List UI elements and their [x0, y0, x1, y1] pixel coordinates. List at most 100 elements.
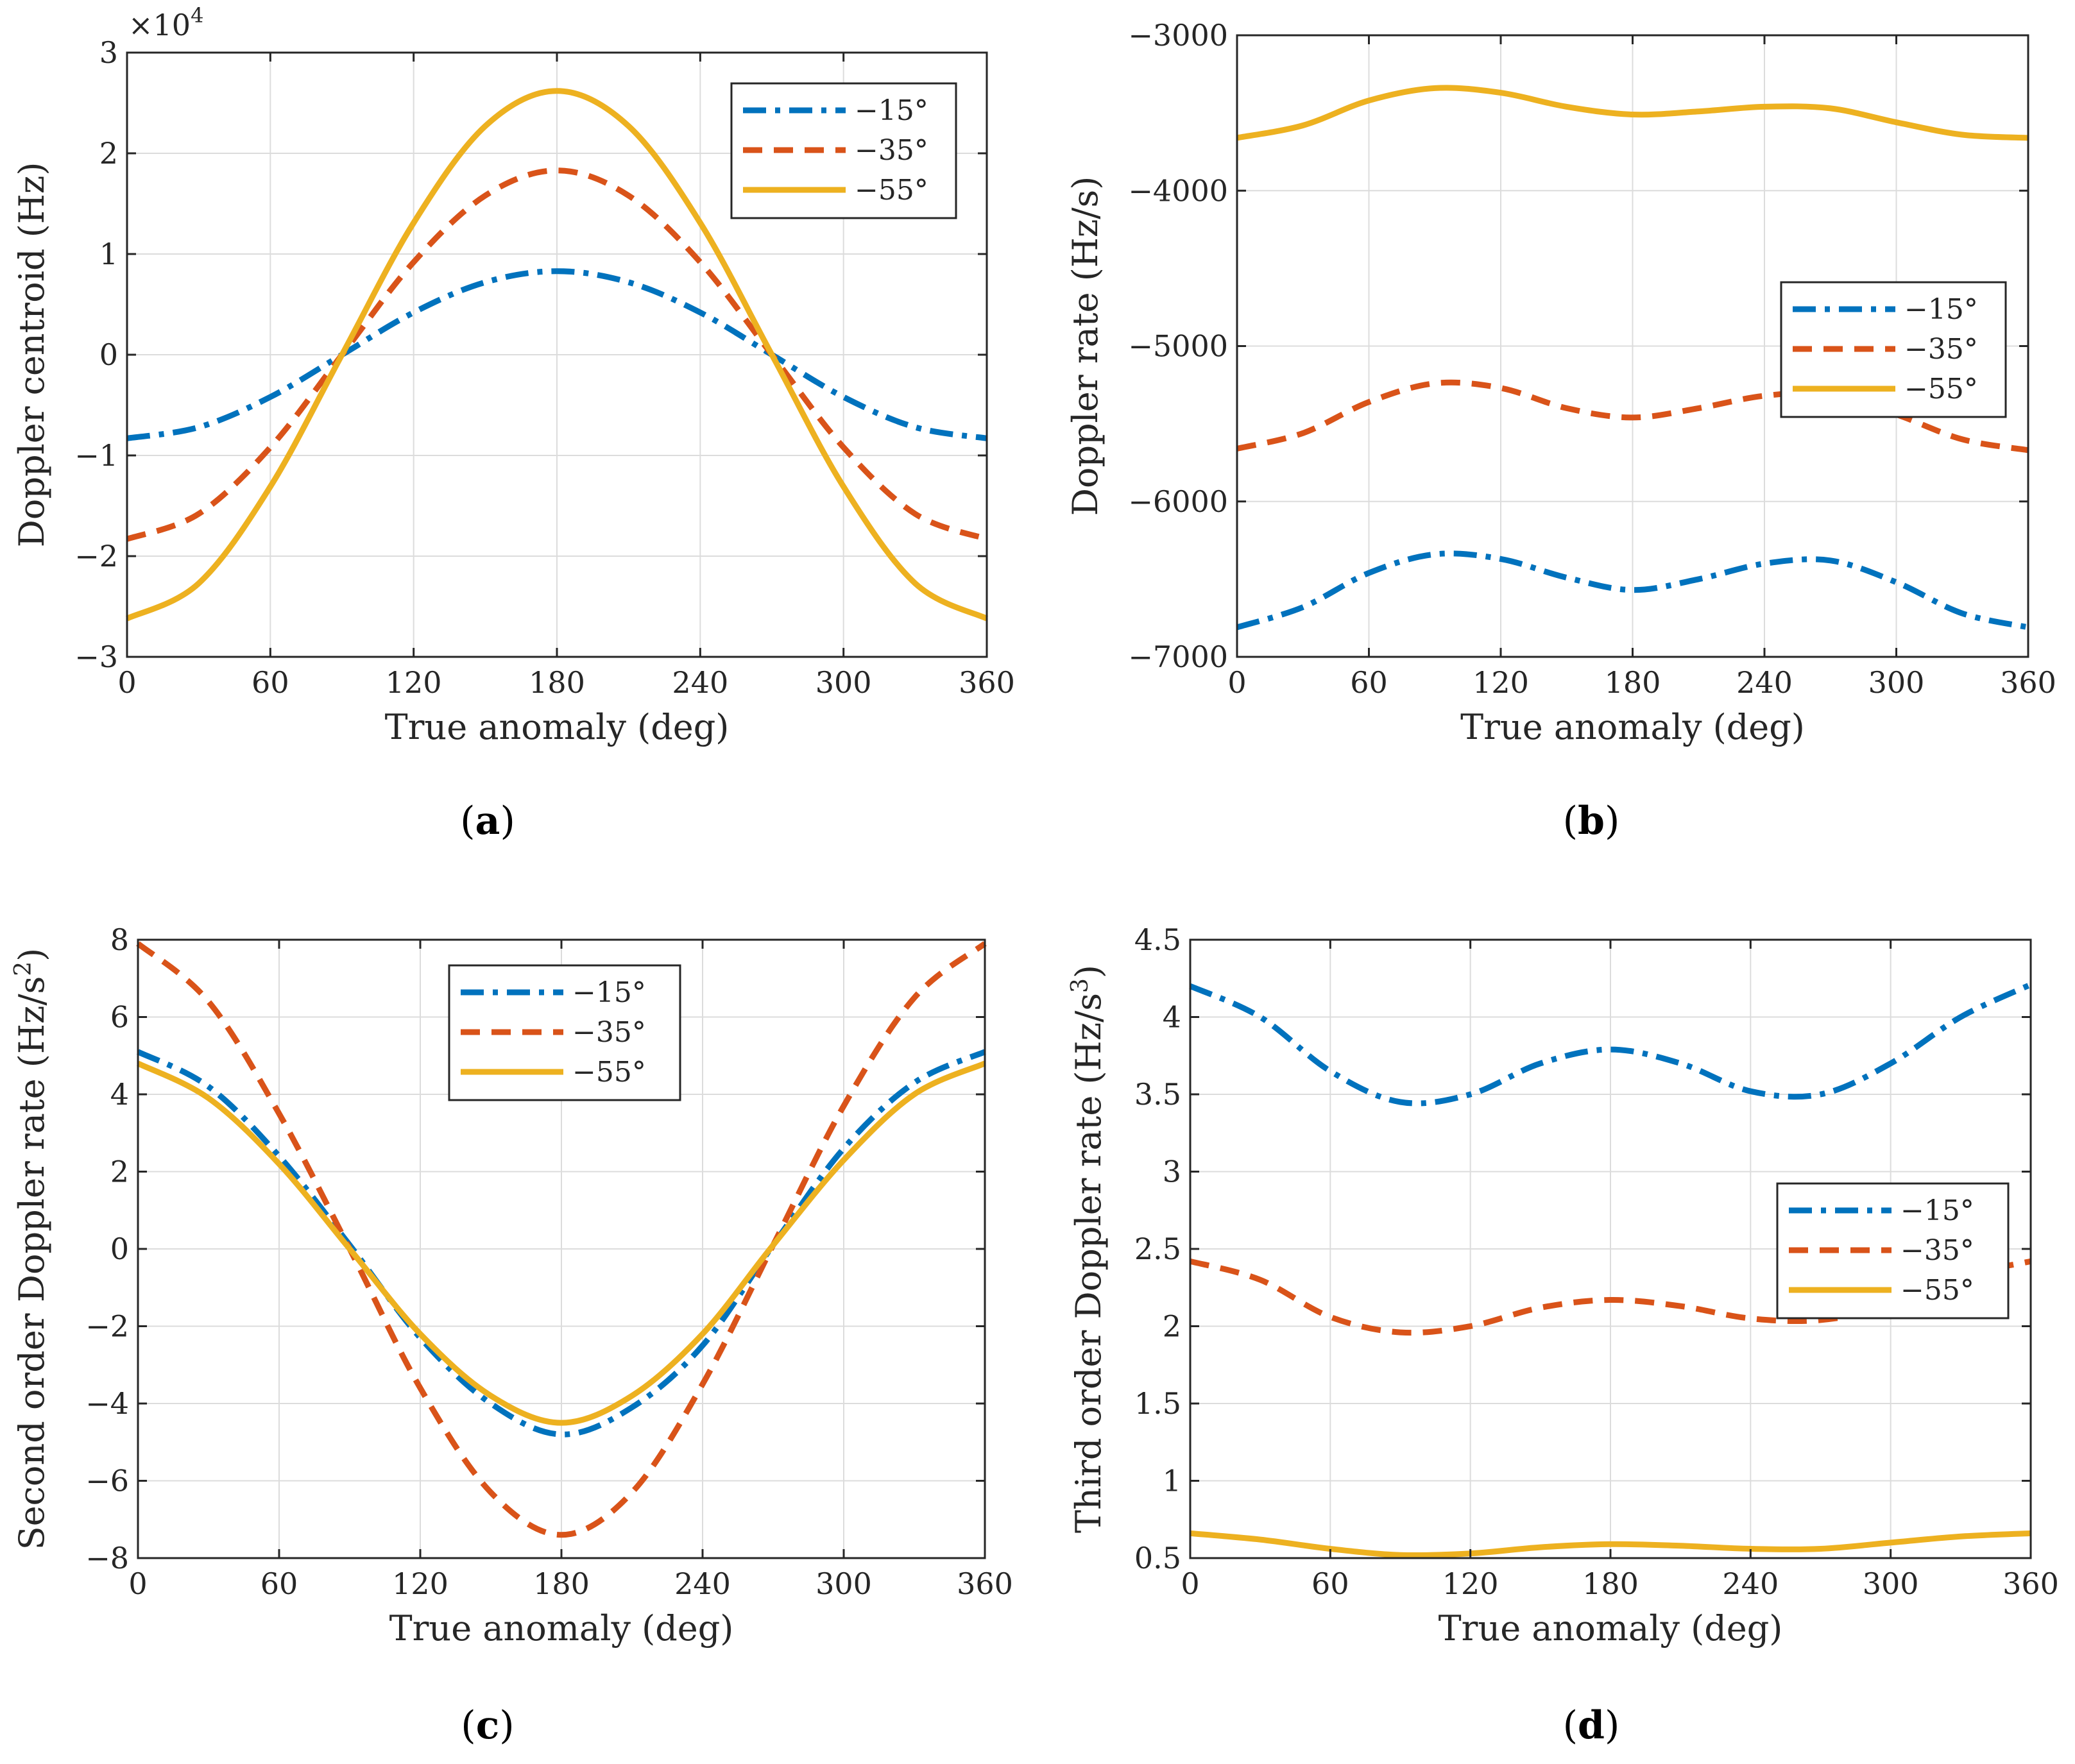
y-axis-label: Doppler rate (Hz/s): [1065, 176, 1106, 516]
y-tick-label: 0.5: [1134, 1541, 1181, 1575]
y-tick-label: 6: [110, 1000, 129, 1035]
legend-label-3: −55°: [855, 174, 928, 207]
y-tick-label: 8: [110, 922, 129, 957]
y-tick-label: 2: [99, 136, 118, 171]
y-tick-label: −6000: [1128, 484, 1228, 519]
legend-label-1: −15°: [1900, 1194, 1974, 1227]
x-tick-label: 300: [1868, 665, 1925, 700]
y-tick-label: 4: [1163, 1000, 1181, 1035]
legend-label-2: −35°: [1900, 1234, 1974, 1267]
y-tick-label: −8: [85, 1541, 129, 1575]
y-tick-label: 1.5: [1134, 1386, 1181, 1421]
series-line-3: [137, 1060, 986, 1426]
chart-d: 0 60 120 180 240 300 360 0.5 1 1.5 2 2.5 3 3.5 4 4.5 Tru…: [1067, 922, 2059, 1748]
x-tick-label: 240: [672, 665, 728, 700]
y-tick-label: 2: [1163, 1309, 1181, 1344]
x-tick-label: 300: [815, 665, 872, 700]
chart-c: 0 60 120 180 240 300 360 −8 −6 −4 −2 0 2 4 6 8 True anom…: [10, 922, 1013, 1748]
x-axis-label: True anomaly (deg): [1460, 707, 1805, 747]
legend-label-2: −35°: [1904, 333, 1978, 366]
series-line-3: [126, 88, 988, 622]
series-line-1: [126, 268, 987, 441]
series-line-1: [1236, 550, 2029, 631]
series-line-2: [126, 167, 988, 542]
series-line-2: [136, 941, 987, 1538]
legend: −15° −35° −55°: [1776, 1182, 2010, 1319]
y-tick-label: 1: [99, 237, 118, 271]
x-tick-label: 120: [386, 665, 442, 700]
x-tick-label: 120: [1473, 665, 1529, 700]
x-tick-label: 360: [959, 665, 1015, 700]
y-tick-label: 1: [1163, 1464, 1181, 1498]
legend: −15° −35° −55°: [730, 82, 957, 219]
chart-b: 0 60 120 180 240 300 360 −7000 −6000 −5000 −4000 −3…: [1065, 18, 2056, 844]
subfigure-caption: (c): [461, 1703, 514, 1748]
y-tick-label: 0: [110, 1232, 129, 1266]
legend-box: [1776, 1182, 2010, 1319]
y-axis-label: Second order Doppler rate (Hz/s2): [10, 948, 52, 1550]
x-tick-label: 240: [1722, 1566, 1779, 1601]
x-tick-label: 60: [1311, 1566, 1349, 1601]
x-tick-label: 0: [117, 665, 136, 700]
y-tick-label: −1: [74, 438, 118, 473]
y-tick-label: 2.5: [1134, 1232, 1181, 1266]
x-tick-label: 180: [529, 665, 585, 700]
y-tick-label: 3: [99, 35, 118, 70]
y-tick-label: −2: [74, 539, 118, 573]
legend-label-1: −15°: [1904, 293, 1978, 326]
x-tick-label: 360: [2000, 665, 2056, 700]
legend-box: [448, 964, 681, 1101]
y-multiplier: ×104: [128, 3, 203, 42]
series-line-1: [1189, 981, 2032, 1107]
x-axis-label: True anomaly (deg): [385, 707, 730, 747]
legend-label-2: −35°: [855, 134, 928, 167]
y-axis-label: Third order Doppler rate (Hz/s3): [1067, 965, 1109, 1533]
x-tick-label: 180: [533, 1566, 590, 1601]
legend: −15° −35° −55°: [448, 964, 681, 1101]
y-tick-label: 3: [1163, 1155, 1181, 1189]
y-tick-label: 3.5: [1134, 1077, 1181, 1112]
x-tick-label: 0: [1181, 1566, 1199, 1601]
series-line-3: [1190, 1530, 2031, 1559]
x-tick-label: 240: [1736, 665, 1793, 700]
x-axis-label: True anomaly (deg): [389, 1608, 734, 1649]
y-axis-label: Doppler centroid (Hz): [12, 162, 52, 548]
y-tick-label: −2: [85, 1309, 129, 1344]
y-tick-label: 2: [110, 1155, 129, 1189]
x-tick-label: 0: [128, 1566, 147, 1601]
x-tick-label: 120: [1442, 1566, 1499, 1601]
y-tick-label: −3000: [1128, 18, 1228, 53]
y-tick-label: −6: [85, 1464, 129, 1498]
x-tick-label: 300: [1863, 1566, 1919, 1601]
x-tick-label: 0: [1227, 665, 1246, 700]
y-tick-label: −7000: [1128, 640, 1228, 674]
x-axis-label: True anomaly (deg): [1439, 1608, 1783, 1649]
x-tick-label: 60: [260, 1566, 298, 1601]
series-line-3: [1236, 85, 2029, 141]
y-tick-label: −4: [85, 1386, 129, 1421]
x-tick-label: 360: [957, 1566, 1013, 1601]
y-tick-label: 4: [110, 1077, 129, 1112]
x-tick-label: 240: [674, 1566, 731, 1601]
legend-label-3: −55°: [1904, 373, 1978, 405]
chart-a: 0 60 120 180 240 300 360 −3 −2 −1 0 1 2 3 ×104 True ano…: [12, 3, 1015, 844]
subfigure-caption: (b): [1563, 799, 1620, 844]
y-tick-label: 0: [99, 337, 118, 372]
x-tick-label: 60: [1350, 665, 1388, 700]
legend: −15° −35° −55°: [1780, 281, 2007, 418]
x-tick-label: 120: [392, 1566, 448, 1601]
subfigure-caption: (a): [460, 799, 515, 844]
x-tick-label: 360: [2002, 1566, 2059, 1601]
subfigure-caption: (d): [1563, 1703, 1620, 1748]
legend-label-3: −55°: [572, 1056, 646, 1089]
x-tick-label: 60: [252, 665, 289, 700]
x-tick-label: 180: [1582, 1566, 1639, 1601]
legend-label-1: −15°: [572, 976, 646, 1009]
y-tick-label: −3: [74, 640, 118, 674]
x-tick-label: 180: [1605, 665, 1661, 700]
y-tick-label: −4000: [1128, 173, 1228, 208]
y-tick-label: −5000: [1128, 329, 1228, 364]
legend-label-2: −35°: [572, 1016, 646, 1049]
legend-label-1: −15°: [855, 94, 928, 127]
